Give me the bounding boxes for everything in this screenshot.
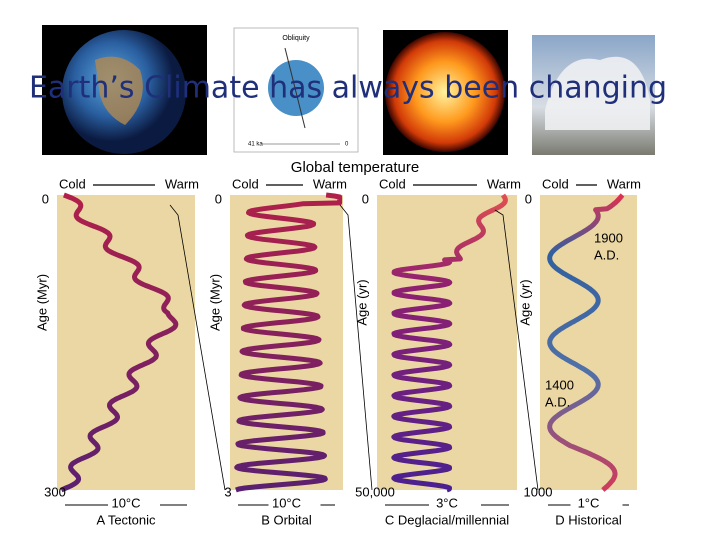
connector: [169, 204, 226, 491]
scale-left: Cold: [379, 176, 406, 191]
axis-label: Age (yr): [354, 279, 369, 325]
scale-right: Warm: [165, 176, 199, 191]
diagram-globe: [268, 60, 324, 116]
bottom-value: 3: [224, 484, 231, 499]
axis-label: Age (Myr): [207, 274, 222, 331]
temperature-curve: [60, 192, 179, 493]
top-value: 0: [362, 191, 369, 206]
scale-left: Cold: [59, 176, 86, 191]
volcano-plume: [545, 56, 650, 130]
diagram-scale: 0: [345, 142, 349, 148]
panel-name: C Deglacial/millennial: [385, 512, 509, 527]
delta: 1°C: [578, 495, 600, 510]
delta: 10°C: [272, 495, 301, 510]
sun-disc: [385, 32, 505, 152]
scale-left: Cold: [542, 176, 569, 191]
connector: [494, 209, 539, 491]
temperature-curve: [234, 192, 343, 493]
top-value: 0: [42, 191, 49, 206]
diagram-scale: 41 ka: [248, 142, 263, 148]
earth-land: [95, 56, 143, 125]
annotation: 1900: [594, 230, 623, 245]
figure-heading: Global temperature: [291, 159, 419, 176]
bottom-value: 1000: [524, 484, 553, 499]
axis-label: Age (Myr): [34, 274, 49, 331]
annotation: A.D.: [594, 247, 619, 262]
panel-background: [540, 195, 637, 490]
annotation: A.D.: [545, 394, 570, 409]
delta: 10°C: [111, 495, 140, 510]
delta: 3°C: [436, 495, 458, 510]
panel-name: D Historical: [555, 512, 622, 527]
panel-name: B Orbital: [261, 512, 312, 527]
diagram-axis: [284, 47, 306, 129]
connector: [339, 204, 373, 491]
slide-title: Earth’s Climate has always been changing: [29, 71, 667, 106]
annotation: 1400: [545, 377, 574, 392]
temperature-curve: [391, 193, 508, 493]
diagram-caption: Obliquity: [282, 35, 310, 42]
scale-right: Warm: [313, 176, 347, 191]
scale-right: Warm: [487, 176, 521, 191]
top-value: 0: [215, 191, 222, 206]
top-value: 0: [525, 191, 532, 206]
temperature-curve: [547, 193, 625, 492]
scale-right: Warm: [607, 176, 641, 191]
bottom-value: 300: [44, 484, 66, 499]
axis-label: Age (yr): [517, 279, 532, 325]
panel-name: A Tectonic: [96, 512, 156, 527]
scale-left: Cold: [232, 176, 259, 191]
bottom-value: 50,000: [355, 484, 395, 499]
panel-background: [57, 195, 195, 490]
